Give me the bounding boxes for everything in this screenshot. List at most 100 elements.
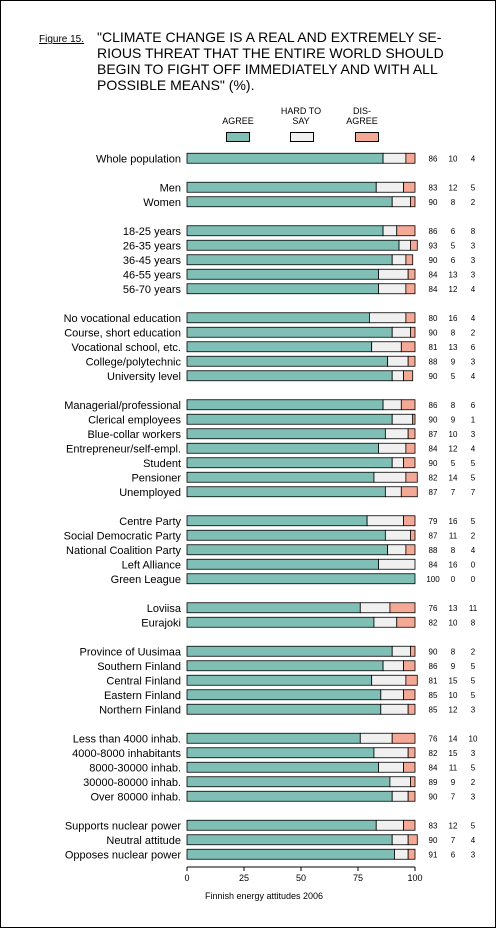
- value-label: 9: [451, 357, 456, 366]
- value-label: 84: [429, 444, 438, 453]
- value-label: 6: [451, 850, 456, 859]
- value-label: 15: [449, 676, 458, 685]
- row-label: College/polytechnic: [86, 356, 182, 368]
- value-label: 3: [471, 357, 476, 366]
- value-label: 0: [451, 575, 456, 584]
- value-label: 9: [451, 778, 456, 787]
- bar-agree: [186, 428, 386, 440]
- bar-disagree: [407, 790, 416, 802]
- bar-agree: [186, 370, 393, 382]
- value-label: 7: [451, 792, 456, 801]
- bar-disagree: [403, 457, 416, 469]
- x-tick-label: 100: [407, 873, 422, 883]
- value-label: 83: [429, 821, 438, 830]
- bar-hard-to-say: [378, 283, 407, 295]
- value-label: 5: [451, 241, 456, 250]
- value-label: 2: [471, 198, 476, 207]
- x-tick-label: 0: [184, 873, 189, 883]
- bar-disagree: [407, 355, 416, 367]
- bar-disagree: [412, 413, 416, 425]
- value-label: 12: [449, 444, 458, 453]
- bar-hard-to-say: [384, 486, 402, 498]
- value-label: 91: [429, 850, 438, 859]
- value-label: 4: [471, 314, 476, 323]
- value-label: 90: [429, 415, 438, 424]
- value-label: 15: [449, 749, 458, 758]
- bar-disagree: [403, 181, 416, 193]
- value-label: 16: [449, 314, 458, 323]
- bar-agree: [186, 196, 393, 208]
- bar-hard-to-say: [382, 225, 398, 237]
- bar-hard-to-say: [391, 196, 411, 208]
- x-tick-label: 75: [353, 873, 363, 883]
- value-label: 84: [429, 285, 438, 294]
- bar-hard-to-say: [391, 834, 409, 846]
- row-label: Neutral attitude: [106, 835, 181, 847]
- value-label: 4: [471, 154, 476, 163]
- value-label: 2: [471, 647, 476, 656]
- value-label: 12: [449, 183, 458, 192]
- bar-agree: [186, 703, 382, 715]
- bar-hard-to-say: [384, 428, 409, 440]
- bar-agree: [186, 268, 379, 280]
- value-label: 6: [471, 401, 476, 410]
- bar-hard-to-say: [366, 515, 404, 527]
- value-label: 90: [429, 198, 438, 207]
- value-label: 8: [471, 227, 476, 236]
- bar-agree: [186, 848, 395, 860]
- chart-title: "CLIMATE CHANGE IS A REAL AND EXTREMELY …: [97, 29, 444, 93]
- value-label: 90: [429, 328, 438, 337]
- value-label: 90: [429, 256, 438, 265]
- value-label: 13: [449, 604, 458, 613]
- bar-disagree: [405, 312, 416, 324]
- value-label: 84: [429, 560, 438, 569]
- bar-agree: [186, 558, 379, 570]
- row-label: 4000-8000 inhabitants: [72, 748, 181, 760]
- bar-disagree: [405, 283, 416, 295]
- bar-disagree: [410, 196, 416, 208]
- bar-disagree: [405, 544, 416, 556]
- bar-disagree: [405, 674, 418, 686]
- value-label: 88: [429, 546, 438, 555]
- row-label: 56-70 years: [123, 284, 182, 296]
- value-label: 3: [471, 792, 476, 801]
- row-label: Managerial/professional: [64, 400, 181, 412]
- row-label: Student: [143, 458, 181, 470]
- value-label: 8: [471, 618, 476, 627]
- row-label: Over 80000 inhab.: [90, 791, 181, 803]
- bar-agree: [186, 732, 361, 744]
- row-label: Province of Uusimaa: [80, 646, 182, 658]
- bar-hard-to-say: [394, 848, 409, 860]
- bar-agree: [186, 515, 368, 527]
- value-label: 86: [429, 401, 438, 410]
- bar-disagree: [400, 486, 418, 498]
- value-label: 90: [429, 647, 438, 656]
- value-label: 82: [429, 473, 438, 482]
- value-label: 90: [429, 792, 438, 801]
- bar-disagree: [405, 254, 414, 266]
- row-label: Opposes nuclear power: [65, 849, 182, 861]
- bar-agree: [186, 442, 379, 454]
- bar-agree: [186, 341, 373, 353]
- value-label: 4: [471, 444, 476, 453]
- value-label: 4: [471, 372, 476, 381]
- bar-disagree: [403, 819, 416, 831]
- bar-agree: [186, 225, 384, 237]
- bar-agree: [186, 602, 361, 614]
- bar-agree: [186, 326, 393, 338]
- bar-hard-to-say: [380, 703, 409, 715]
- bar-disagree: [396, 616, 416, 628]
- value-label: 11: [449, 763, 458, 772]
- value-label: 3: [471, 430, 476, 439]
- value-label: 4: [471, 285, 476, 294]
- value-label: 85: [429, 705, 438, 714]
- value-label: 87: [429, 488, 438, 497]
- row-label: Pensioner: [131, 472, 181, 484]
- bar-disagree: [396, 225, 416, 237]
- bar-hard-to-say: [391, 326, 411, 338]
- value-label: 5: [471, 691, 476, 700]
- value-label: 5: [471, 473, 476, 482]
- bar-hard-to-say: [391, 645, 411, 657]
- bar-disagree: [405, 442, 416, 454]
- bar-disagree: [407, 703, 416, 715]
